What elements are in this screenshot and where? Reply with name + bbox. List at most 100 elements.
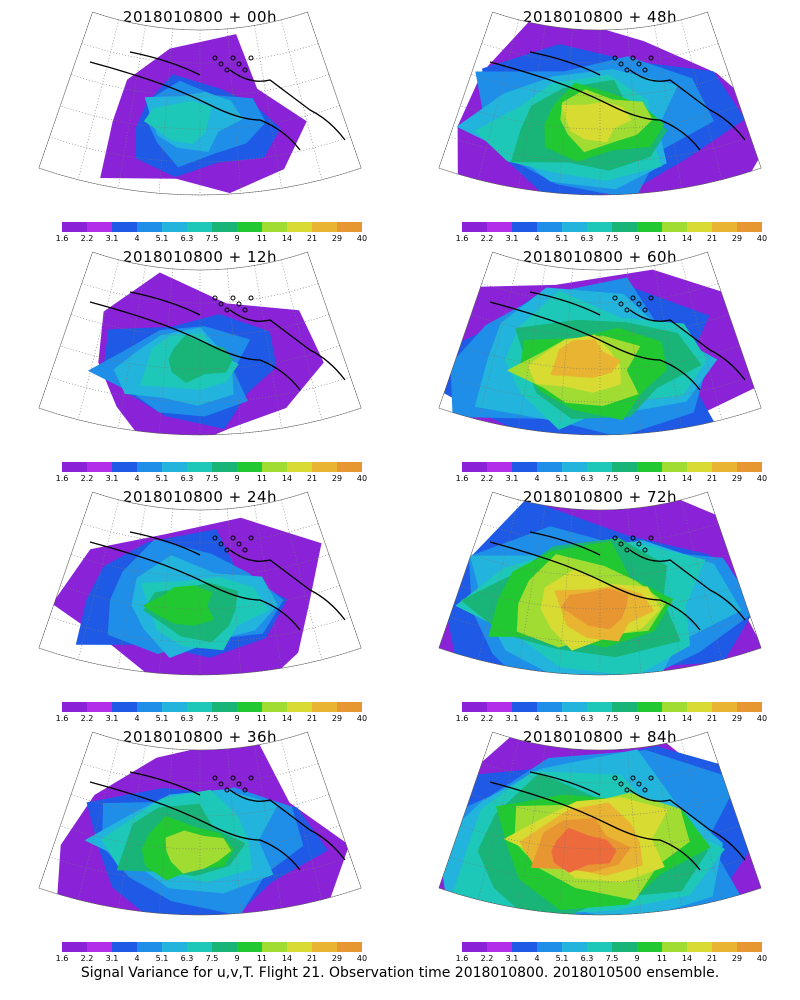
colorbar-tick-label: 2.2 <box>80 714 94 723</box>
colorbar-swatch <box>262 942 287 952</box>
colorbar-swatch <box>637 942 662 952</box>
colorbar-tick-label: 14 <box>681 234 693 243</box>
colorbar-tick-label: 40 <box>356 714 368 723</box>
panel-title: 2018010800 + 24h <box>122 488 278 506</box>
colorbar-tick-label: 4 <box>134 954 140 963</box>
colorbar-swatch <box>112 942 137 952</box>
colorbar-tick-label: 6.3 <box>180 474 194 483</box>
colorbar-tick-label: 7.5 <box>605 234 619 243</box>
colorbar-tick-label: 7.5 <box>205 714 219 723</box>
colorbar-swatch <box>112 222 137 232</box>
colorbar-tick-label: 6.3 <box>180 954 194 963</box>
colorbar-swatch <box>687 942 712 952</box>
colorbar-swatch <box>87 222 112 232</box>
colorbar-tick-label: 29 <box>731 474 743 483</box>
colorbar-swatch <box>462 462 487 472</box>
colorbar-tick-label: 5.1 <box>155 474 169 483</box>
colorbar-tick-label: 1.6 <box>455 234 469 243</box>
colorbar-tick-label: 6.3 <box>580 474 594 483</box>
colorbar-tick-label: 5.1 <box>155 234 169 243</box>
colorbar-swatch <box>62 222 87 232</box>
coastline <box>489 531 746 631</box>
colorbar-tick-label: 4 <box>134 234 140 243</box>
colorbar-swatch <box>112 462 137 472</box>
colorbar-swatch <box>212 222 237 232</box>
colorbar-tick-label: 11 <box>656 234 668 243</box>
colorbar-tick-label: 9 <box>234 954 240 963</box>
colorbar-swatch <box>337 942 362 952</box>
field-contour <box>165 830 232 874</box>
colorbar-tick-label: 40 <box>756 954 768 963</box>
map-panel: 2018010800 + 00h 1.6 2.2 3.1 4 5.1 6.3 7.5 9 11 14… <box>0 0 400 243</box>
colorbar-swatch <box>337 702 362 712</box>
panel-title: 2018010800 + 72h <box>522 488 678 506</box>
colorbar-swatch <box>87 702 112 712</box>
colorbar-tick-label: 11 <box>256 954 268 963</box>
colorbar <box>62 222 362 232</box>
map-panel: 2018010800 + 84h 1.6 2.2 3.1 4 5.1 6.3 7.5 9 11 14… <box>400 720 800 963</box>
colorbar-swatch <box>162 942 187 952</box>
colorbar-swatch <box>312 942 337 952</box>
figure-caption: Signal Variance for u,v,T. Flight 21. Ob… <box>80 965 720 981</box>
field-contour <box>168 335 233 383</box>
map-panel: 2018010800 + 72h 1.6 2.2 3.1 4 5.1 6.3 7.5 9 11 14… <box>400 480 800 723</box>
colorbar-tick-label: 14 <box>681 474 693 483</box>
polar-sector-map <box>438 11 762 196</box>
polar-sector-map <box>438 491 762 676</box>
polar-sector-map <box>438 251 762 436</box>
colorbar-swatch <box>487 462 512 472</box>
colorbar-swatch <box>112 702 137 712</box>
colorbar-tick-label: 14 <box>281 714 293 723</box>
colorbar-swatch <box>262 702 287 712</box>
coastline <box>89 531 346 631</box>
colorbar-tick-label: 14 <box>281 474 293 483</box>
colorbar-swatch <box>612 702 637 712</box>
colorbar-swatch <box>737 942 762 952</box>
colorbar-swatch <box>62 942 87 952</box>
colorbar-swatch <box>262 462 287 472</box>
map-panel: 2018010800 + 48h 1.6 2.2 3.1 4 5.1 6.3 7.5 9 11 14… <box>400 0 800 243</box>
colorbar-tick-label: 3.1 <box>505 234 519 243</box>
colorbar-swatch <box>187 462 212 472</box>
colorbar-tick-label: 5.1 <box>555 954 569 963</box>
coastline <box>489 51 746 151</box>
colorbar-swatch <box>662 462 687 472</box>
colorbar-tick-label: 3.1 <box>505 954 519 963</box>
colorbar-tick-label: 6.3 <box>580 234 594 243</box>
colorbar-swatch <box>737 702 762 712</box>
colorbar-swatch <box>212 702 237 712</box>
colorbar-swatch <box>162 702 187 712</box>
coastline <box>489 771 746 871</box>
colorbar-tick-label: 40 <box>756 474 768 483</box>
colorbar-tick-label: 11 <box>656 714 668 723</box>
colorbar-swatch <box>562 222 587 232</box>
colorbar-tick-label: 29 <box>731 954 743 963</box>
polar-sector-map <box>38 11 362 196</box>
panel-title: 2018010800 + 84h <box>522 728 678 746</box>
colorbar-swatch <box>662 702 687 712</box>
colorbar-tick-label: 9 <box>234 714 240 723</box>
panel-title: 2018010800 + 60h <box>522 248 678 266</box>
colorbar-swatch <box>462 942 487 952</box>
colorbar-tick-label: 40 <box>356 234 368 243</box>
colorbar-tick-label: 7.5 <box>205 954 219 963</box>
colorbar-swatch <box>612 942 637 952</box>
colorbar-tick-label: 40 <box>356 954 368 963</box>
colorbar-tick-label: 40 <box>356 474 368 483</box>
colorbar-tick-label: 5.1 <box>155 954 169 963</box>
colorbar-tick-label: 2.2 <box>80 234 94 243</box>
colorbar-swatch <box>712 942 737 952</box>
colorbar-swatch <box>587 702 612 712</box>
colorbar-swatch <box>87 462 112 472</box>
polar-sector-map <box>38 251 362 436</box>
colorbar-swatch <box>487 702 512 712</box>
coastline <box>89 771 346 871</box>
colorbar-tick-label: 1.6 <box>55 474 69 483</box>
colorbar-swatch <box>637 702 662 712</box>
colorbar-tick-label: 3.1 <box>105 954 119 963</box>
colorbar-tick-label: 1.6 <box>455 474 469 483</box>
colorbar-tick-label: 9 <box>234 234 240 243</box>
colorbar-swatch <box>62 702 87 712</box>
colorbar-tick-label: 6.3 <box>180 234 194 243</box>
field-contour <box>143 100 212 145</box>
